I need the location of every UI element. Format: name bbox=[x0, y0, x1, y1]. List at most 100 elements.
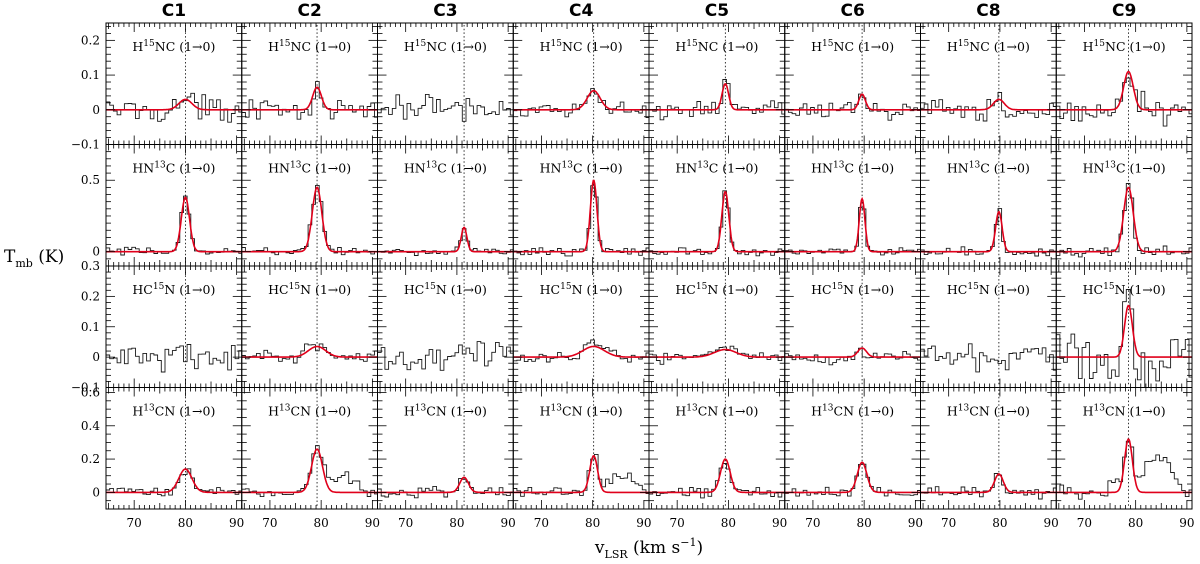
molecule-label: H13CN (1→0) bbox=[1083, 404, 1166, 419]
x-tick-label: 70 bbox=[670, 516, 685, 530]
panel-c5-row1: H15NC (1→0) bbox=[648, 22, 786, 145]
spectrum-histogram bbox=[377, 477, 514, 499]
gaussian-fit-line bbox=[1056, 304, 1192, 358]
spectrum-histogram bbox=[377, 93, 514, 122]
molecule-label: HC15N (1→0) bbox=[947, 282, 1030, 297]
x-tick-label: 70 bbox=[1077, 516, 1092, 530]
spectrum-histogram bbox=[1056, 440, 1192, 500]
molecule-label: HN13C (1→0) bbox=[811, 161, 894, 176]
gaussian-fit-line bbox=[1056, 70, 1192, 111]
spectrum-histogram bbox=[920, 343, 1057, 373]
spectrum-histogram bbox=[649, 345, 785, 365]
y-tick-label: 0.5 bbox=[81, 173, 100, 187]
gaussian-fit-line bbox=[649, 458, 785, 494]
spectrum-histogram bbox=[513, 185, 649, 257]
molecule-label: H15NC (1→0) bbox=[540, 39, 623, 54]
x-tick-label: 80 bbox=[314, 516, 329, 530]
molecule-label: HN13C (1→0) bbox=[1083, 161, 1166, 176]
y-tick-label: 0.1 bbox=[81, 320, 100, 334]
gaussian-fit-line bbox=[377, 476, 514, 494]
gaussian-fit-line bbox=[1056, 186, 1192, 253]
spectrum-histogram bbox=[1056, 289, 1192, 388]
gaussian-fit-line bbox=[784, 347, 921, 358]
y-tick-label: 0.2 bbox=[81, 289, 100, 303]
spectrum-histogram bbox=[106, 344, 242, 373]
spectrum-histogram bbox=[920, 92, 1057, 122]
panel-c5-row2: HN13C (1→0) bbox=[648, 144, 786, 267]
x-tick-label: 70 bbox=[127, 516, 142, 530]
gaussian-fit-line bbox=[649, 348, 785, 358]
x-tick-label: 80 bbox=[1128, 516, 1143, 530]
x-tick-label: 80 bbox=[992, 516, 1007, 530]
molecule-label: H15NC (1→0) bbox=[811, 39, 894, 54]
panel-c5-row4: H13CN (1→0) 70 80 90 bbox=[648, 387, 787, 530]
panel-c5-row3: HC15N (1→0) bbox=[648, 265, 786, 388]
column-title-c8: C8 bbox=[976, 1, 1000, 21]
molecule-label: H15NC (1→0) bbox=[404, 39, 487, 54]
molecule-label: H13CN (1→0) bbox=[675, 404, 758, 419]
molecule-label: HC15N (1→0) bbox=[404, 282, 487, 297]
x-tick-label: 90 bbox=[365, 516, 380, 530]
x-tick-label: 70 bbox=[262, 516, 277, 530]
panel-c9-row4: H13CN (1→0) 70 80 90 bbox=[1055, 387, 1195, 530]
molecule-label: HN13C (1→0) bbox=[675, 161, 758, 176]
gaussian-fit-line bbox=[649, 191, 785, 253]
spectrum-histogram bbox=[106, 92, 242, 123]
panel-c4-row3: HC15N (1→0) bbox=[512, 265, 650, 388]
molecule-label: HC15N (1→0) bbox=[1083, 282, 1166, 297]
molecule-label: H13CN (1→0) bbox=[811, 404, 894, 419]
spectrum-histogram bbox=[784, 206, 921, 256]
panel-c4-row1: H15NC (1→0) bbox=[512, 22, 650, 145]
x-tick-label: 90 bbox=[772, 516, 787, 530]
y-tick-label: 0 bbox=[92, 245, 100, 259]
panel-c8-row1: H15NC (1→0) bbox=[920, 22, 1057, 145]
gaussian-fit-line bbox=[513, 455, 649, 494]
spectrum-histogram bbox=[513, 453, 649, 497]
molecule-label: HN13C (1→0) bbox=[268, 161, 351, 176]
molecule-label: H15NC (1→0) bbox=[675, 39, 758, 54]
spectrum-histogram bbox=[920, 208, 1057, 257]
panel-c9-row1: H15NC (1→0) bbox=[1055, 22, 1193, 145]
gaussian-fit-line bbox=[106, 98, 242, 111]
panel-c1-row3: HC15N (1→0) −0.1 0 0.1 0.2 0.3 bbox=[71, 259, 243, 395]
x-tick-label: 90 bbox=[908, 516, 923, 530]
gaussian-fit-line bbox=[241, 345, 378, 358]
gaussian-fit-line bbox=[241, 86, 378, 111]
x-tick-label: 80 bbox=[585, 516, 600, 530]
panel-c2-row1: H15NC (1→0) bbox=[241, 22, 378, 145]
column-title-c1: C1 bbox=[162, 1, 186, 21]
molecule-label: HN13C (1→0) bbox=[947, 161, 1030, 176]
molecule-label: H15NC (1→0) bbox=[132, 39, 215, 54]
y-tick-label: 0.6 bbox=[81, 385, 100, 399]
panel-c6-row1: H15NC (1→0) bbox=[784, 22, 921, 145]
molecule-label: H15NC (1→0) bbox=[268, 39, 351, 54]
y-tick-label: −0.1 bbox=[71, 381, 100, 395]
gaussian-fit-line bbox=[241, 186, 378, 253]
y-tick-label: 0.3 bbox=[81, 259, 100, 273]
panel-frame bbox=[1055, 387, 1193, 510]
molecule-label: H13CN (1→0) bbox=[540, 404, 623, 419]
y-tick-label: 0 bbox=[92, 350, 100, 364]
molecule-label: HC15N (1→0) bbox=[675, 282, 758, 297]
molecule-label: H13CN (1→0) bbox=[947, 404, 1030, 419]
gaussian-fit-line bbox=[241, 448, 378, 494]
x-axis-label: vLSR (km s−1) bbox=[594, 536, 703, 561]
molecule-label: H13CN (1→0) bbox=[268, 404, 351, 419]
panel-c3-row4: H13CN (1→0) 70 80 90 bbox=[377, 387, 516, 530]
gaussian-fit-line bbox=[106, 468, 242, 494]
panel-c1-row1: H15NC (1→0) −0.1 0 0.1 0.2 bbox=[71, 22, 243, 152]
x-tick-label: 80 bbox=[449, 516, 464, 530]
y-tick-label: 0.1 bbox=[81, 68, 100, 82]
gaussian-fit-line bbox=[920, 98, 1057, 111]
y-tick-label: 0 bbox=[92, 485, 100, 499]
panel-c6-row3: HC15N (1→0) bbox=[784, 265, 921, 388]
spectrum-histogram bbox=[784, 347, 921, 366]
gaussian-fit-line bbox=[513, 89, 649, 111]
spectrum-histogram bbox=[241, 343, 378, 364]
panel-grid: H15NC (1→0) −0.1 0 0.1 0.2 H15NC (1→0) H15NC (… bbox=[71, 22, 1195, 530]
y-tick-label: −0.1 bbox=[71, 138, 100, 152]
molecule-label: HN13C (1→0) bbox=[404, 161, 487, 176]
x-tick-label: 90 bbox=[1179, 516, 1194, 530]
column-title-c6: C6 bbox=[840, 1, 864, 21]
molecule-label: H15NC (1→0) bbox=[947, 39, 1030, 54]
